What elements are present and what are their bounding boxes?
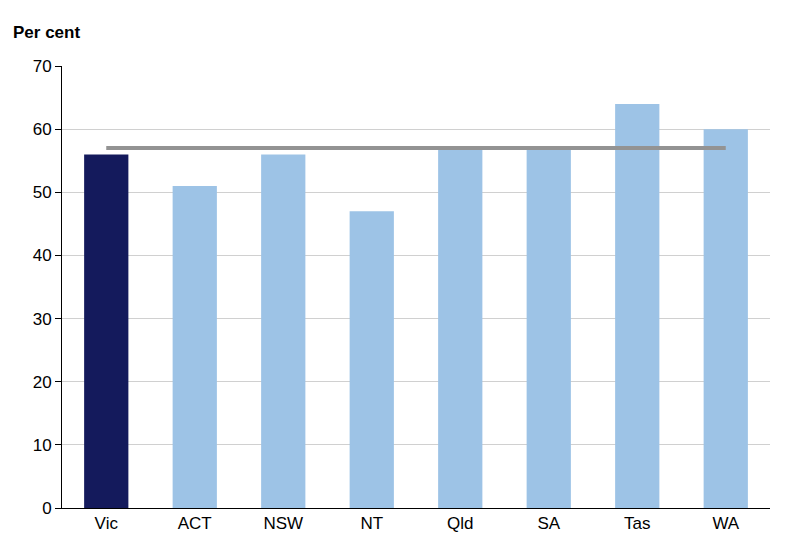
svg-text:Qld: Qld bbox=[447, 514, 473, 533]
svg-text:NT: NT bbox=[360, 514, 383, 533]
svg-text:60: 60 bbox=[33, 120, 52, 139]
svg-text:10: 10 bbox=[33, 436, 52, 455]
svg-text:WA: WA bbox=[712, 514, 739, 533]
svg-text:Tas: Tas bbox=[624, 514, 650, 533]
svg-text:70: 70 bbox=[33, 57, 52, 76]
svg-text:ACT: ACT bbox=[178, 514, 212, 533]
svg-text:0: 0 bbox=[42, 499, 51, 518]
svg-text:40: 40 bbox=[33, 246, 52, 265]
svg-text:SA: SA bbox=[537, 514, 560, 533]
svg-text:50: 50 bbox=[33, 183, 52, 202]
svg-text:NSW: NSW bbox=[263, 514, 303, 533]
svg-text:Per cent: Per cent bbox=[13, 23, 80, 42]
svg-text:Vic: Vic bbox=[95, 514, 119, 533]
svg-text:30: 30 bbox=[33, 310, 52, 329]
svg-text:20: 20 bbox=[33, 373, 52, 392]
